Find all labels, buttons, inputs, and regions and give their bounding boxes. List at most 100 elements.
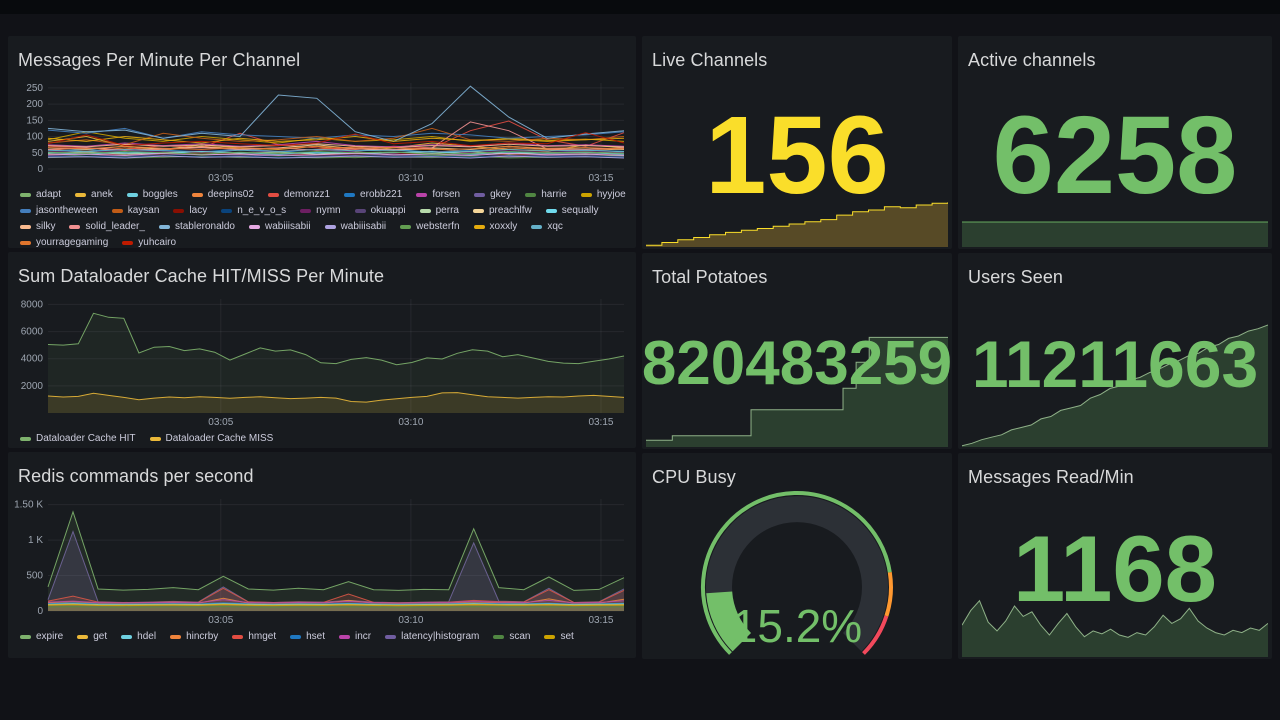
legend-swatch — [173, 208, 185, 213]
legend-label: incr — [355, 631, 372, 642]
svg-text:0: 0 — [37, 606, 43, 617]
legend-item[interactable]: preachlfw — [472, 205, 532, 216]
legend-swatch — [400, 224, 412, 229]
cpu-busy-gauge[interactable] — [642, 487, 952, 659]
legend-swatch — [20, 208, 31, 213]
legend-label: get — [93, 631, 108, 642]
panel-title[interactable]: Active channels — [968, 50, 1096, 70]
legend-swatch — [525, 192, 537, 197]
legend-item[interactable]: hyyjoe — [580, 189, 626, 200]
legend-label: hyyjoe — [596, 189, 626, 200]
panel-title[interactable]: Redis commands per second — [18, 466, 254, 486]
legend-item[interactable]: silky — [20, 221, 55, 232]
svg-text:03:15: 03:15 — [588, 615, 613, 626]
legend-item[interactable]: perra — [419, 205, 459, 216]
svg-text:2000: 2000 — [21, 381, 44, 392]
legend-label: yourragegaming — [36, 237, 109, 248]
legend-item[interactable]: set — [544, 631, 574, 642]
legend-label: preachlfw — [488, 205, 532, 216]
legend-item[interactable]: jasontheween — [20, 205, 98, 216]
legend-swatch — [122, 240, 134, 245]
legend-label: wabiiisabii — [265, 221, 311, 232]
svg-text:0: 0 — [37, 164, 43, 175]
legend-swatch — [300, 208, 312, 213]
svg-text:03:10: 03:10 — [398, 417, 423, 428]
legend-label: xoxxly — [489, 221, 518, 232]
legend-item[interactable]: wabiiisabii — [324, 221, 387, 232]
panel-title[interactable]: Live Channels — [652, 50, 768, 70]
legend-item[interactable]: latency|histogram — [385, 631, 479, 642]
top-strip — [0, 0, 1280, 14]
legend-swatch — [290, 634, 302, 639]
messages-per-minute-chart[interactable]: 0 50 100 150 200 250 03:05 03:10 03:15 — [12, 77, 630, 185]
legend-label: sequally — [561, 205, 599, 216]
legend-item[interactable]: websterfn — [400, 221, 460, 232]
active-channels-sparkline — [962, 221, 1268, 247]
svg-text:250: 250 — [26, 83, 43, 94]
legend-label: adapt — [36, 189, 62, 200]
legend-label: hdel — [137, 631, 157, 642]
messages-read-sparkline — [962, 599, 1268, 657]
panel-title[interactable]: Total Potatoes — [652, 267, 768, 287]
svg-text:6000: 6000 — [21, 327, 44, 338]
legend-item[interactable]: gkey — [474, 189, 511, 200]
legend-item[interactable]: yourragegaming — [20, 237, 108, 248]
legend-item[interactable]: yuhcairo — [122, 237, 176, 248]
legend-item[interactable]: wabiiisabii — [249, 221, 311, 232]
legend-item[interactable]: kaysan — [111, 205, 159, 216]
panel-title[interactable]: Users Seen — [968, 267, 1064, 287]
legend-swatch — [20, 436, 31, 441]
panel-title[interactable]: Sum Dataloader Cache HIT/MISS Per Minute — [18, 266, 385, 286]
panel-title[interactable]: CPU Busy — [652, 467, 736, 487]
legend-label: hincrby — [186, 631, 219, 642]
legend-label: stableronaldo — [174, 221, 235, 232]
redis-commands-chart[interactable]: 0 500 1 K 1.50 K 03:05 03:10 03:15 — [12, 493, 630, 627]
legend-item[interactable]: nymn — [300, 205, 341, 216]
legend-item[interactable]: harrie — [525, 189, 567, 200]
dataloader-cache-chart[interactable]: 2000 4000 6000 8000 03:05 03:10 03:15 — [12, 293, 630, 429]
legend-label: Dataloader Cache MISS — [165, 433, 274, 444]
legend-item[interactable]: hmget — [232, 631, 276, 642]
legend-item[interactable]: xqc — [531, 221, 563, 232]
legend-item[interactable]: get — [77, 631, 107, 642]
legend-swatch — [126, 192, 138, 197]
legend-item[interactable]: Dataloader Cache MISS — [149, 433, 274, 444]
svg-text:150: 150 — [26, 115, 43, 126]
legend-item[interactable]: hset — [290, 631, 325, 642]
legend-item[interactable]: anek — [75, 189, 113, 200]
messages-legend: adapt anek boggles deepins02 demonzz1 erobb22… — [20, 189, 636, 248]
legend-swatch — [419, 208, 431, 213]
panel-messages-per-minute: Messages Per Minute Per Channel 0 50 100 15… — [8, 36, 636, 248]
legend-item[interactable]: xoxxly — [473, 221, 518, 232]
legend-swatch — [416, 192, 428, 197]
legend-item[interactable]: scan — [493, 631, 530, 642]
legend-item[interactable]: adapt — [20, 189, 61, 200]
legend-item[interactable]: hdel — [121, 631, 156, 642]
legend-item[interactable]: expire — [20, 631, 63, 642]
legend-item[interactable]: stableronaldo — [158, 221, 235, 232]
legend-item[interactable]: sequally — [545, 205, 599, 216]
legend-item[interactable]: incr — [339, 631, 371, 642]
legend-item[interactable]: forsen — [416, 189, 460, 200]
legend-item[interactable]: hincrby — [170, 631, 218, 642]
legend-swatch — [149, 436, 161, 441]
svg-text:1 K: 1 K — [28, 535, 43, 546]
legend-item[interactable]: n_e_v_o_s — [221, 205, 286, 216]
legend-item[interactable]: demonzz1 — [267, 189, 330, 200]
legend-item[interactable]: Dataloader Cache HIT — [20, 433, 136, 444]
legend-swatch — [249, 224, 260, 229]
legend-item[interactable]: deepins02 — [191, 189, 254, 200]
legend-item[interactable]: lacy — [173, 205, 207, 216]
legend-swatch — [232, 634, 244, 639]
legend-item[interactable]: erobb221 — [344, 189, 402, 200]
panel-title[interactable]: Messages Read/Min — [968, 467, 1134, 487]
panel-title[interactable]: Messages Per Minute Per Channel — [18, 50, 301, 70]
legend-item[interactable]: okuappi — [354, 205, 406, 216]
svg-text:03:05: 03:05 — [208, 173, 233, 184]
svg-text:03:15: 03:15 — [588, 417, 613, 428]
legend-item[interactable]: solid_leader_ — [69, 221, 145, 232]
legend-item[interactable]: boggles — [126, 189, 178, 200]
dataloader-legend: Dataloader Cache HIT Dataloader Cache MIS… — [20, 433, 636, 444]
legend-swatch — [544, 634, 556, 639]
legend-label: wabiiisabii — [340, 221, 387, 232]
